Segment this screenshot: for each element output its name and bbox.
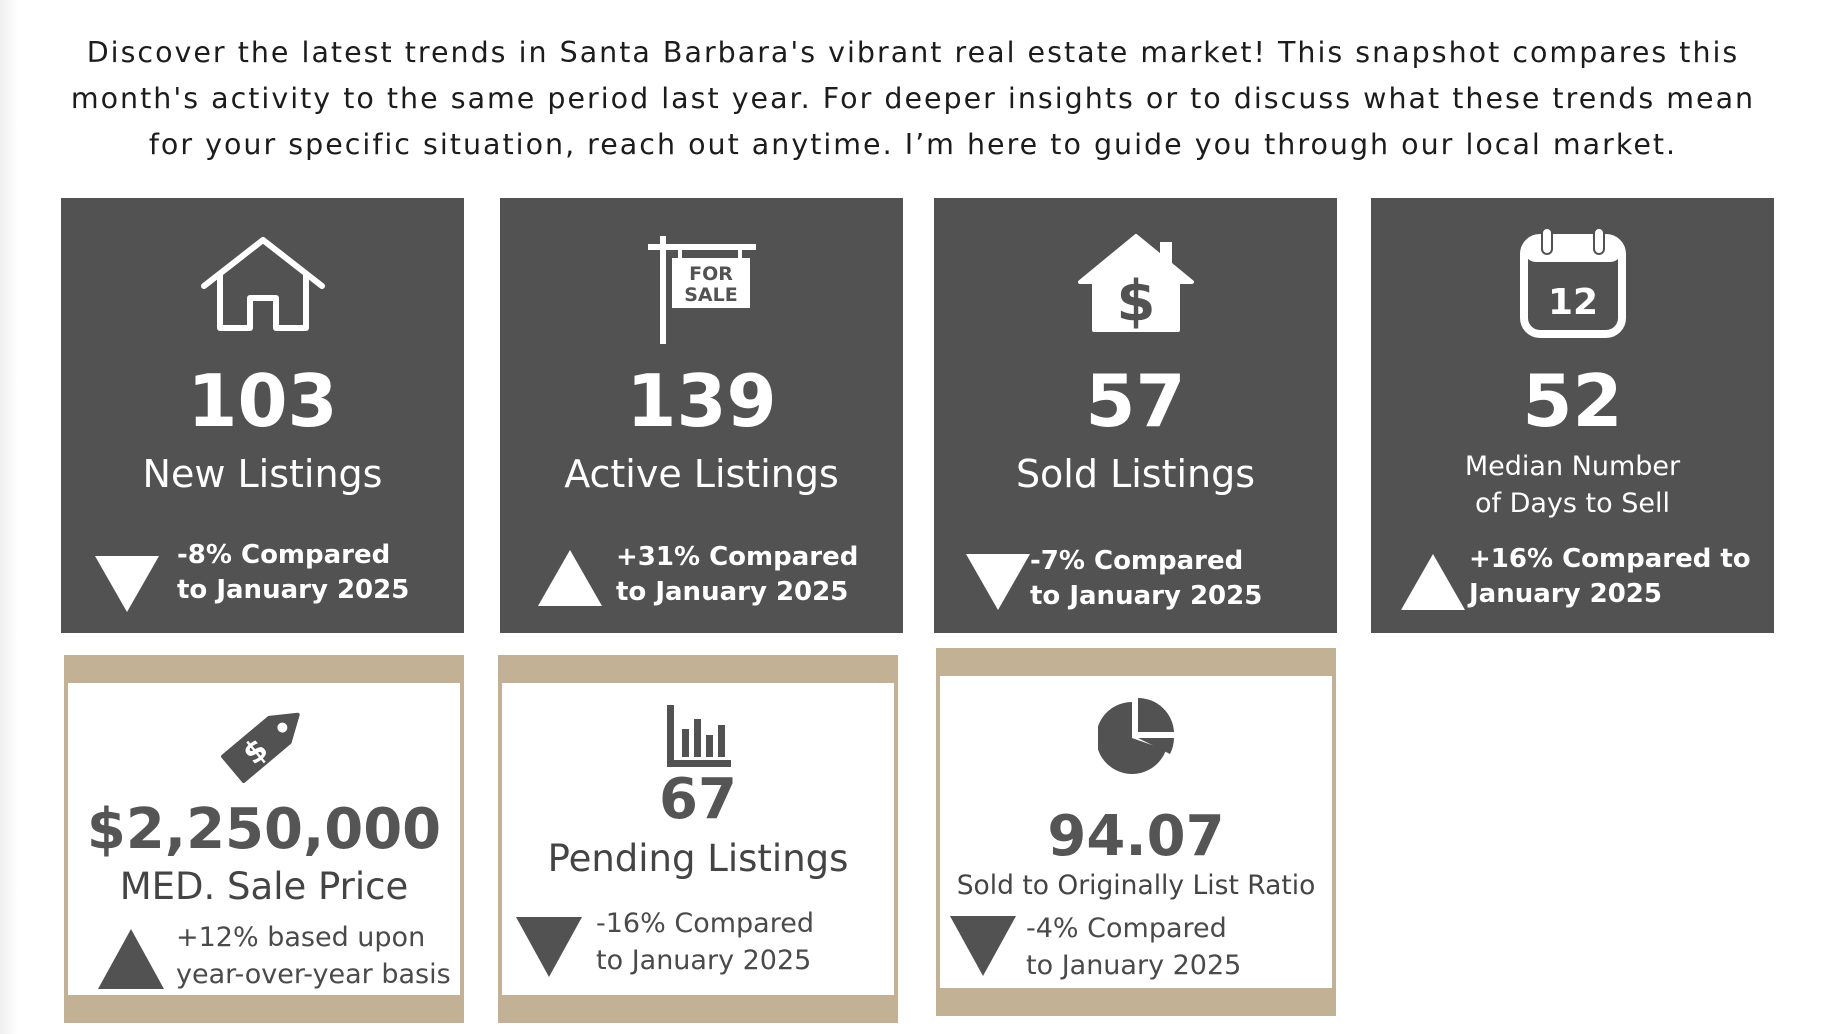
sold-list-ratio-label: Sold to Originally List Ratio <box>956 870 1316 901</box>
svg-text:12: 12 <box>1547 282 1597 323</box>
pending-listings-value: 67 <box>659 767 737 832</box>
down-arrow-icon <box>950 916 1016 976</box>
sold-listings-label: Sold Listings <box>1015 452 1256 496</box>
active-listings-card: FOR SALE 139 Active Listings +31% Compar… <box>500 198 903 633</box>
house-dollar-icon: $ <box>934 234 1337 344</box>
pending-listings-label: Pending Listings <box>547 837 849 880</box>
price-tag-icon: $ <box>68 697 460 789</box>
sold-list-ratio-change: -4% Compared to January 2025 <box>1026 913 1242 981</box>
sold-listings-value: 57 <box>1085 359 1186 443</box>
sold-listings-change: -7% Compared to January 2025 <box>1030 546 1263 611</box>
up-arrow-icon <box>538 550 602 606</box>
intro-paragraph: Discover the latest trends in Santa Barb… <box>70 36 1756 161</box>
sold-list-ratio-card: 94.07 Sold to Originally List Ratio -4% … <box>936 648 1336 1016</box>
svg-text:$: $ <box>1116 269 1155 334</box>
active-listings-change: +31% Compared to January 2025 <box>616 542 859 607</box>
new-listings-change: -8% Compared to January 2025 <box>177 540 410 605</box>
calendar-icon: 12 <box>1371 228 1774 338</box>
new-listings-label: New Listings <box>142 452 383 496</box>
median-sale-price-value: $2,250,000 <box>86 797 442 862</box>
new-listings-value: 103 <box>187 359 338 443</box>
days-to-sell-card: 12 52 Median Number of Days to Sell +16%… <box>1371 198 1774 633</box>
page-edge-shadow <box>0 0 18 1034</box>
active-listings-label: Active Listings <box>564 452 839 496</box>
house-icon <box>61 234 464 344</box>
median-sale-price-card: $ $2,250,000 MED. Sale Price +12% based … <box>64 655 464 1023</box>
days-to-sell-label: Median Number of Days to Sell <box>1464 451 1681 519</box>
svg-text:SALE: SALE <box>684 284 737 306</box>
new-listings-card: 103 New Listings -8% Compared to January… <box>61 198 464 633</box>
pie-chart-icon <box>940 698 1332 774</box>
down-arrow-icon <box>95 556 159 612</box>
for-sale-sign-icon: FOR SALE <box>500 236 903 346</box>
median-sale-price-label: MED. Sale Price <box>119 865 409 908</box>
days-to-sell-change: +16% Compared to January 2025 <box>1469 544 1751 609</box>
pending-listings-card: 67 Pending Listings -16% Compared to Jan… <box>498 655 898 1023</box>
svg-text:FOR: FOR <box>689 263 733 285</box>
up-arrow-icon <box>1401 554 1465 610</box>
pending-listings-change: -16% Compared to January 2025 <box>596 908 814 976</box>
median-sale-price-change: +12% based upon year-over-year basis <box>176 922 451 990</box>
sold-listings-card: $ 57 Sold Listings -7% Compared to Janua… <box>934 198 1337 633</box>
down-arrow-icon <box>966 554 1030 610</box>
active-listings-value: 139 <box>626 359 777 443</box>
days-to-sell-value: 52 <box>1522 359 1623 443</box>
down-arrow-icon <box>516 917 582 977</box>
up-arrow-icon <box>98 929 164 989</box>
sold-list-ratio-value: 94.07 <box>1047 804 1225 869</box>
bar-chart-icon <box>502 705 894 767</box>
